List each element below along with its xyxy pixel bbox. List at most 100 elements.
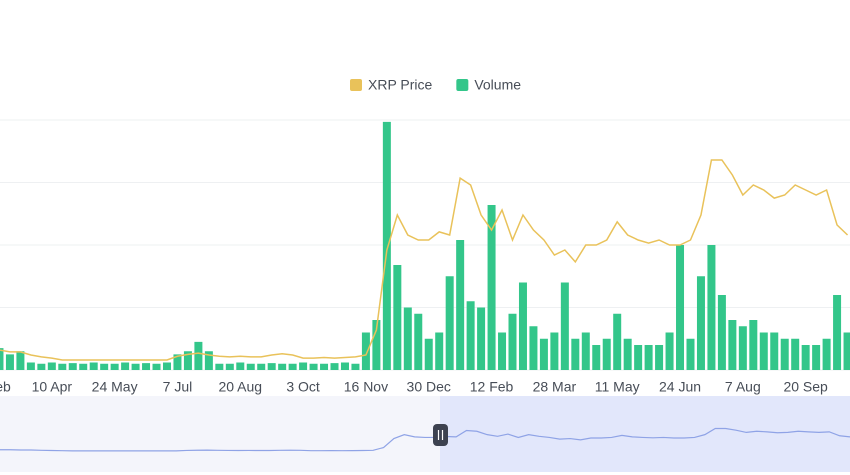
volume-bar: [382, 121, 391, 370]
volume-bar: [393, 265, 402, 370]
volume-bar: [79, 363, 88, 370]
volume-bar: [707, 245, 716, 370]
volume-bar: [0, 348, 4, 370]
price-line: [0, 159, 849, 361]
volume-bar: [445, 276, 454, 370]
volume-bar: [634, 345, 643, 370]
volume-bar: [225, 363, 234, 370]
navigator-handle[interactable]: [433, 424, 448, 446]
legend-label: Volume: [474, 77, 521, 93]
volume-bar: [822, 338, 831, 370]
volume-bar: [529, 326, 538, 370]
volume-bar: [623, 338, 632, 370]
volume-bar: [477, 307, 486, 370]
x-tick-label: 24 Jun: [659, 379, 701, 395]
volume-bar: [330, 363, 339, 370]
volume-bar: [162, 362, 171, 370]
navigator-line: [0, 427, 850, 452]
volume-bar: [194, 341, 203, 370]
volume-bar: [267, 363, 276, 370]
legend-swatch: [350, 79, 362, 91]
volume-bar: [780, 338, 789, 370]
volume-bar: [833, 295, 842, 370]
volume-bar: [843, 332, 850, 370]
volume-bar: [518, 282, 527, 370]
x-tick-label: 11 May: [595, 379, 640, 395]
volume-bar: [361, 332, 370, 370]
x-tick-label: 30 Dec: [407, 379, 451, 395]
volume-bar: [759, 332, 768, 370]
volume-bar: [173, 354, 182, 370]
volume-bar: [770, 332, 779, 370]
volume-bar: [58, 363, 67, 370]
volume-bar: [602, 338, 611, 370]
volume-bar: [372, 320, 381, 370]
volume-bar: [236, 362, 245, 370]
volume-bar: [665, 332, 674, 370]
volume-bar: [142, 363, 151, 370]
volume-bar: [466, 301, 475, 370]
volume-bar: [47, 362, 56, 370]
x-tick-label: 3 Oct: [286, 379, 320, 395]
volume-bar: [435, 332, 444, 370]
volume-bar: [414, 313, 423, 370]
volume-bar: [215, 363, 224, 370]
volume-bar: [246, 363, 255, 370]
legend-label: XRP Price: [368, 77, 433, 93]
x-tick-label: 7 Jul: [163, 379, 193, 395]
volume-bar: [539, 338, 548, 370]
x-tick-label: 20 Aug: [218, 379, 262, 395]
x-tick-label: 26 Feb: [0, 379, 11, 395]
volume-bar: [89, 362, 98, 370]
volume-bar: [738, 326, 747, 370]
volume-bar: [581, 332, 590, 370]
volume-bar: [16, 351, 25, 370]
x-tick-label: 24 May: [92, 379, 138, 395]
volume-bar: [655, 345, 664, 370]
volume-bar: [592, 345, 601, 370]
volume-bar: [183, 351, 192, 370]
volume-bar: [204, 351, 213, 370]
volume-bar: [5, 354, 14, 370]
volume-bar: [487, 205, 496, 370]
volume-bar: [613, 313, 622, 370]
volume-bar: [801, 345, 810, 370]
volume-bar: [456, 240, 465, 370]
volume-bar: [812, 345, 821, 370]
volume-bar: [257, 363, 266, 370]
volume-bar: [299, 362, 308, 370]
x-tick-label: 7 Aug: [725, 379, 761, 395]
volume-bar: [110, 363, 119, 370]
volume-bar: [288, 363, 297, 370]
volume-bar: [403, 307, 412, 370]
volume-bar: [100, 363, 109, 370]
volume-bar: [696, 276, 705, 370]
volume-bar: [424, 338, 433, 370]
volume-bar: [340, 362, 349, 370]
volume-bar: [560, 282, 569, 370]
volume-bar: [749, 320, 758, 370]
x-tick-label: 10 Apr: [32, 379, 73, 395]
volume-bar: [498, 332, 507, 370]
volume-bar: [26, 362, 35, 370]
volume-bar: [550, 332, 559, 370]
volume-bar: [278, 363, 287, 370]
volume-bar: [320, 363, 329, 370]
volume-bar: [68, 363, 77, 370]
volume-bar: [37, 363, 46, 370]
x-tick-label: 20 Sep: [783, 379, 828, 395]
volume-bar: [309, 363, 318, 370]
volume-bar: [728, 320, 737, 370]
volume-bar: [131, 363, 140, 370]
volume-bar: [717, 295, 726, 370]
legend-swatch: [456, 79, 469, 91]
volume-bar: [791, 338, 800, 370]
volume-bar: [351, 363, 360, 370]
navigator-selection[interactable]: [440, 396, 850, 472]
x-tick-label: 12 Feb: [470, 379, 514, 395]
x-tick-label: 16 Nov: [344, 379, 388, 395]
x-tick-label: 28 Mar: [533, 379, 577, 395]
volume-bar: [644, 345, 653, 370]
